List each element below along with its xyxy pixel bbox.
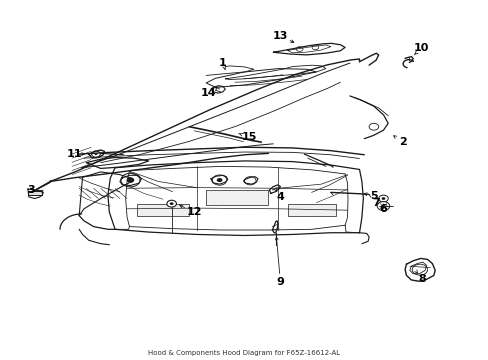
Bar [137, 204, 189, 216]
Text: 1: 1 [219, 58, 226, 68]
Text: 2: 2 [398, 137, 406, 147]
Text: 14: 14 [201, 87, 216, 98]
Text: 10: 10 [413, 43, 428, 53]
Circle shape [244, 177, 256, 185]
Circle shape [94, 153, 97, 155]
Circle shape [166, 200, 176, 207]
Text: 13: 13 [272, 31, 287, 41]
Text: 15: 15 [241, 132, 257, 142]
Circle shape [91, 151, 100, 157]
Text: 9: 9 [276, 277, 284, 287]
Text: 11: 11 [66, 149, 82, 159]
Bar [28, 191, 41, 195]
Text: 6: 6 [379, 204, 386, 215]
Circle shape [411, 264, 427, 275]
Circle shape [121, 173, 140, 187]
Text: 3: 3 [27, 185, 35, 195]
Circle shape [126, 177, 134, 183]
Circle shape [212, 175, 226, 185]
Text: 8: 8 [417, 274, 425, 284]
Text: 4: 4 [276, 192, 284, 202]
Circle shape [381, 197, 385, 200]
Text: Hood & Components Hood Diagram for F65Z-16612-AL: Hood & Components Hood Diagram for F65Z-… [148, 350, 340, 356]
Bar [206, 190, 268, 205]
Bar [287, 204, 335, 216]
Circle shape [376, 202, 389, 211]
Circle shape [378, 195, 387, 202]
Text: 7: 7 [372, 198, 379, 208]
Circle shape [169, 202, 173, 205]
Circle shape [216, 178, 222, 182]
Text: 12: 12 [186, 207, 202, 217]
Text: 5: 5 [369, 191, 377, 201]
